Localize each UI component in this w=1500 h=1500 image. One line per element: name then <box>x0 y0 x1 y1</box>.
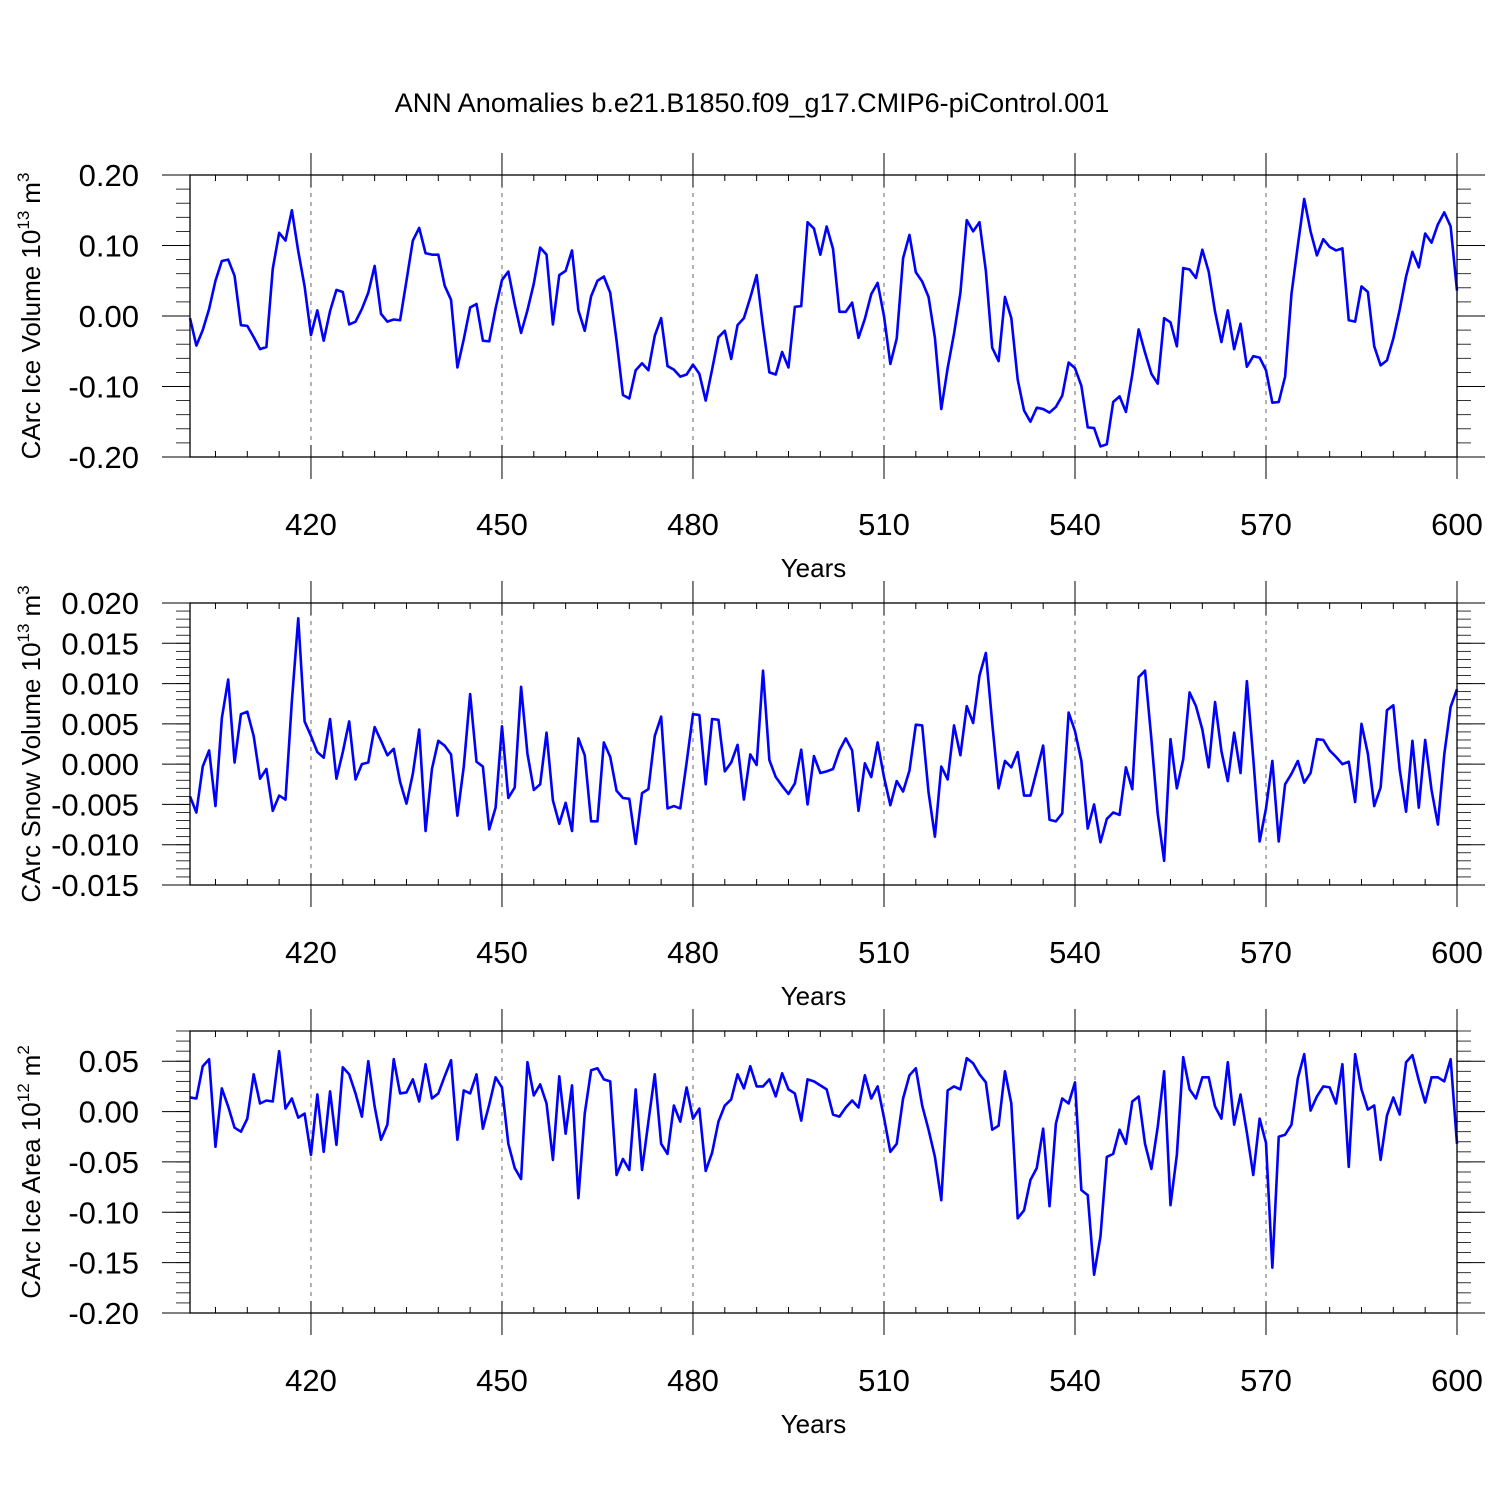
y-tick-label: 0.000 <box>61 747 139 782</box>
y-axis-label-text: CArc Ice Area 10 <box>16 1102 46 1299</box>
y-tick-label: -0.15 <box>68 1246 139 1281</box>
panel-2: -0.015 -0.010 -0.005 0.000 0.005 0.010 0.015 0.… <box>14 581 1485 1011</box>
x-tick-label: 600 <box>1431 1363 1483 1398</box>
y-axis-label: CArc Ice Area 1012 m2 <box>14 1045 46 1299</box>
x-tick-label: 480 <box>667 935 719 970</box>
x-tick-label: 420 <box>285 507 337 542</box>
x-tick-label: 510 <box>858 935 910 970</box>
y-axis-label-unit-exponent: 3 <box>14 585 33 594</box>
y-tick-label: -0.10 <box>68 1195 139 1230</box>
x-tick-label: 450 <box>476 507 528 542</box>
x-tick-label: 420 <box>285 935 337 970</box>
x-tick-label: 540 <box>1049 935 1101 970</box>
y-tick-label: 0.020 <box>61 586 139 621</box>
series-line <box>189 1049 1459 1277</box>
x-tick-label: 420 <box>285 1363 337 1398</box>
y-axis-label-unit-exponent: 2 <box>14 1045 33 1054</box>
y-tick-label: -0.10 <box>68 370 139 405</box>
y-tick-label: 0.010 <box>61 667 139 702</box>
y-axis-label-unit: m <box>16 182 46 204</box>
y-axis-label-unit: m <box>16 595 46 617</box>
x-tick-label: 570 <box>1240 1363 1292 1398</box>
x-tick-label: 450 <box>476 1363 528 1398</box>
x-axis-label: Years <box>781 1409 847 1439</box>
y-tick-label: 0.015 <box>61 626 139 661</box>
y-tick-label: -0.010 <box>51 828 139 863</box>
y-tick-label: 0.00 <box>79 299 139 334</box>
y-axis-label-unit: m <box>16 1055 46 1077</box>
x-axis-label: Years <box>781 553 847 583</box>
y-axis-label-exponent: 13 <box>14 211 33 230</box>
x-tick-label: 480 <box>667 1363 719 1398</box>
y-tick-label: 0.20 <box>79 158 139 193</box>
x-tick-label: 540 <box>1049 507 1101 542</box>
x-tick-label: 450 <box>476 935 528 970</box>
y-axis-label-unit-exponent: 3 <box>14 173 33 182</box>
panels-group: -0.20 -0.10 0.00 0.10 0.20 420 450 480 510 540 570… <box>14 153 1485 1439</box>
y-tick-label: -0.20 <box>68 1296 139 1331</box>
figure-title: ANN Anomalies b.e21.B1850.f09_g17.CMIP6-… <box>395 88 1109 118</box>
y-tick-label: -0.005 <box>51 787 139 822</box>
y-axis-label: CArc Ice Volume 1013 m3 <box>14 173 46 460</box>
y-axis-label-text: CArc Snow Volume 10 <box>16 642 46 902</box>
plot-frame <box>189 174 1458 458</box>
x-tick-label: 600 <box>1431 935 1483 970</box>
plot-frame <box>189 602 1458 886</box>
series-line <box>188 617 1459 863</box>
x-tick-label: 510 <box>858 1363 910 1398</box>
y-tick-label: 0.10 <box>79 229 139 264</box>
y-tick-label: 0.00 <box>79 1095 139 1130</box>
y-tick-label: 0.005 <box>61 707 139 742</box>
x-tick-label: 510 <box>858 507 910 542</box>
y-axis-label-exponent: 12 <box>14 1083 33 1102</box>
x-axis-label: Years <box>781 981 847 1011</box>
x-tick-label: 570 <box>1240 507 1292 542</box>
y-tick-label: -0.20 <box>68 440 139 475</box>
y-axis-label: CArc Snow Volume 1013 m3 <box>14 585 46 902</box>
y-tick-label: 0.05 <box>79 1044 139 1079</box>
x-tick-label: 600 <box>1431 507 1483 542</box>
y-tick-label: -0.015 <box>51 868 139 903</box>
x-tick-label: 540 <box>1049 1363 1101 1398</box>
series-line <box>188 197 1459 448</box>
x-tick-label: 570 <box>1240 935 1292 970</box>
y-axis-label-text: CArc Ice Volume 10 <box>16 230 46 460</box>
panel-1: -0.20 -0.10 0.00 0.10 0.20 420 450 480 510 540 570… <box>14 153 1485 583</box>
y-axis-label-exponent: 13 <box>14 624 33 643</box>
x-tick-label: 480 <box>667 507 719 542</box>
panel-3: -0.20 -0.15 -0.10 -0.05 0.00 0.05 420 450 480 510… <box>14 1009 1485 1439</box>
y-tick-label: -0.05 <box>68 1145 139 1180</box>
